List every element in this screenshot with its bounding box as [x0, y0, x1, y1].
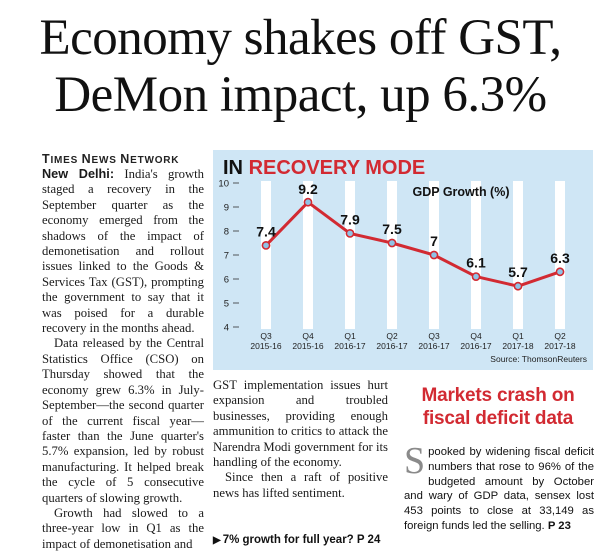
article-paragraph-5: Since then a raft of positive news has l… — [213, 470, 388, 500]
article-column-2: GST implementation issues hurt expansion… — [213, 378, 388, 501]
y-tick-label: 8 — [224, 227, 229, 238]
x-tick-label-quarter: Q1 — [512, 331, 524, 341]
gdp-growth-chart: IN RECOVERY MODE 4 5 6 7 8 9 10 GDP Growth (%) 7.… — [213, 150, 593, 370]
x-tick-label-quarter: Q1 — [344, 331, 356, 341]
category-band — [303, 181, 313, 329]
x-tick-label-quarter: Q2 — [386, 331, 398, 341]
sidebar-page-ref: P 23 — [544, 519, 571, 532]
headline-line-2: DeMon impact, up 6.3% — [54, 67, 547, 123]
category-band — [261, 181, 271, 329]
data-label: 6.3 — [550, 250, 570, 266]
data-point — [429, 250, 439, 260]
data-point — [513, 281, 523, 291]
y-tick-label: 5 — [224, 299, 229, 310]
x-tick-label-year: 2016-17 — [460, 341, 491, 351]
x-tick-label-quarter: Q3 — [428, 331, 440, 341]
data-label: 5.7 — [508, 264, 528, 280]
headline: Economy shakes off GST, DeMon impact, up… — [0, 10, 601, 124]
x-tick-label-year: 2017-18 — [544, 341, 575, 351]
byline-initial: T — [42, 152, 51, 166]
byline-word: ETWORK — [130, 155, 180, 166]
x-tick-label-quarter: Q3 — [260, 331, 272, 341]
data-point — [345, 229, 355, 238]
sidebar-text: pooked by widening fiscal deficit number… — [404, 446, 594, 532]
gdp-series-line — [264, 200, 561, 288]
data-label: 7 — [430, 233, 438, 249]
article-paragraph-1: New Delhi: India's growth staged a recov… — [42, 167, 204, 336]
data-point — [261, 241, 271, 250]
data-point — [303, 197, 313, 207]
article-paragraph-2: Data released by the Central Statistics … — [42, 336, 204, 505]
chart-title-prefix: IN — [223, 157, 249, 179]
data-point — [555, 267, 565, 277]
byline: TIMES NEWS NETWORK — [42, 152, 179, 166]
data-label: 6.1 — [466, 255, 486, 271]
sidebar-headline: Markets crash on fiscal deficit data — [421, 385, 575, 429]
series-label: GDP Growth (%) — [413, 185, 510, 199]
article-column-1: New Delhi: India's growth staged a recov… — [42, 167, 204, 552]
byline-initial: N — [120, 152, 131, 166]
category-band — [471, 181, 481, 329]
y-tick-label: 10 — [218, 179, 229, 190]
x-tick-label-year: 2016-17 — [418, 341, 449, 351]
see-also-link[interactable]: ▶ 7% growth for full year? P 24 — [213, 534, 380, 546]
headline-line-1: Economy shakes off GST, — [39, 10, 562, 66]
y-tick-label: 4 — [224, 323, 229, 334]
category-band — [513, 181, 523, 329]
chart-title: IN RECOVERY MODE — [223, 157, 425, 179]
y-tick-label: 9 — [224, 203, 229, 214]
y-tick-label: 6 — [224, 275, 229, 286]
category-band — [345, 181, 355, 329]
drop-cap: S — [404, 440, 426, 482]
data-label: 7.9 — [340, 211, 360, 227]
x-tick-label-year: 2017-18 — [502, 341, 533, 351]
data-point — [471, 272, 481, 281]
y-tick-label: 7 — [224, 251, 229, 262]
data-point — [387, 238, 397, 248]
x-tick-label-quarter: Q4 — [470, 331, 482, 341]
x-tick-label-year: 2015-16 — [292, 341, 323, 351]
data-label: 7.4 — [256, 223, 276, 239]
chart-source: Source: ThomsonReuters — [490, 354, 587, 364]
x-tick-label-year: 2016-17 — [334, 341, 365, 351]
dateline: New Delhi: — [42, 167, 115, 181]
x-tick-label-year: 2015-16 — [250, 341, 281, 351]
category-band — [387, 181, 397, 329]
chart-canvas: IN RECOVERY MODE 4 5 6 7 8 9 10 GDP Growth (%) 7.… — [218, 157, 587, 364]
data-label: 7.5 — [382, 221, 402, 237]
article-paragraph-4: GST implementation issues hurt expansion… — [213, 378, 388, 470]
paragraph-1-text: India's growth staged a recovery in the … — [42, 167, 204, 336]
article-paragraph-3: Growth had slowed to a three-year low in… — [42, 505, 204, 551]
x-tick-label-quarter: Q4 — [302, 331, 314, 341]
x-tick-label-quarter: Q2 — [554, 331, 566, 341]
triangle-right-icon: ▶ — [213, 535, 221, 546]
byline-initial: N — [81, 152, 92, 166]
data-label: 9.2 — [298, 181, 318, 197]
byline-word: EWS — [91, 155, 121, 166]
byline-word: IMES — [50, 155, 82, 166]
category-band — [555, 181, 565, 329]
see-also-label: 7% growth for full year? P 24 — [222, 534, 381, 546]
chart-title-highlight: RECOVERY MODE — [249, 157, 426, 179]
x-tick-label-year: 2016-17 — [376, 341, 407, 351]
